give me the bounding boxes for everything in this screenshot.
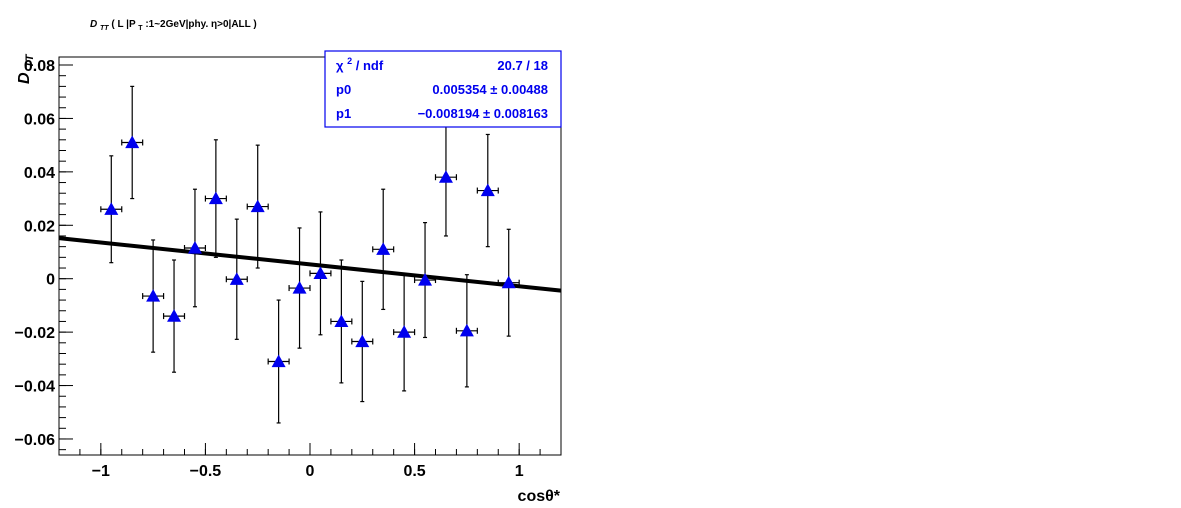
stats-chi-rest: / ndf (356, 58, 384, 73)
y-tick-label: 0.02 (24, 218, 55, 235)
triangle-marker (438, 170, 453, 183)
triangle-marker (459, 323, 474, 337)
data-point (476, 133, 499, 248)
chart-title-text-a-sub: T (138, 25, 143, 32)
data-point (497, 228, 520, 337)
fit-stats-frame (324, 50, 562, 128)
y-tick-label: 0.08 (24, 58, 55, 75)
points-layer (100, 85, 520, 424)
axes: 0.08 0.06 0.04 0.02 0 −0.02 −0.04 −0.06 −1 −0.5 0 0… (15, 58, 541, 480)
data-point (121, 85, 144, 200)
data-point (142, 239, 165, 353)
stats-row-p0-label: p0 (336, 82, 351, 97)
triangle-marker (104, 202, 119, 215)
triangle-marker (125, 135, 140, 149)
triangle-marker (480, 183, 495, 197)
data-point (225, 218, 248, 340)
data-point (100, 155, 123, 264)
y-axis-label-sub: TT (24, 53, 36, 68)
y-tick-label: 0.06 (24, 111, 55, 128)
triangle-marker (229, 272, 244, 285)
triangle-marker (250, 199, 265, 213)
triangle-marker (208, 191, 223, 205)
x-tick-label: 1 (515, 463, 524, 480)
triangle-marker (313, 266, 328, 279)
data-point (246, 144, 269, 269)
triangle-marker (271, 354, 286, 368)
data-point (393, 272, 416, 392)
fit-line (58, 236, 562, 293)
x-tick-label: 0.5 (403, 463, 425, 480)
chart-title-symbol: D (90, 19, 97, 30)
x-tick-label: −1 (92, 463, 110, 480)
stats-row-chi2-value: 20.7 / 18 (497, 58, 548, 73)
triangle-marker (397, 325, 412, 338)
chart-title-symbol-sub: TT (100, 25, 109, 32)
data-point (267, 299, 290, 424)
stats-chi-sup: 2 (347, 56, 352, 66)
data-point (434, 117, 458, 237)
stats-row-p0-value: 0.005354 ± 0.00488 (432, 82, 548, 97)
y-tick-label: 0.04 (24, 165, 55, 182)
triangle-marker (146, 289, 161, 302)
triangle-marker (355, 334, 370, 348)
data-point (204, 139, 227, 258)
chart-title-text-b: :1~2GeV|phy. η>0|ALL ) (145, 19, 256, 30)
data-point (372, 188, 395, 311)
data-point (183, 188, 207, 308)
triangle-marker (501, 275, 516, 289)
data-point (330, 259, 353, 384)
y-axis-label: D TT (16, 53, 36, 84)
data-point (162, 259, 186, 373)
x-axis-label: cosθ* (518, 488, 561, 505)
fit-stats-box: χ 2 / ndf 20.7 / 18 p0 0.005354 ± 0.0048… (324, 50, 562, 128)
y-tick-label: −0.04 (15, 379, 56, 396)
y-axis-label-main: D (16, 72, 33, 84)
triangle-marker (292, 281, 307, 294)
data-point (455, 274, 478, 388)
triangle-marker (376, 242, 391, 255)
data-point (288, 227, 311, 349)
chart-title: D TT ( L |P T :1~2GeV|phy. η>0|ALL ) (90, 19, 257, 33)
y-tick-label: −0.02 (15, 325, 56, 342)
triangle-marker (167, 309, 182, 322)
x-tick-label: −0.5 (190, 463, 222, 480)
y-tick-label: −0.06 (15, 432, 56, 449)
data-point (351, 280, 374, 403)
stats-row-chi2-label: χ 2 / ndf (336, 52, 384, 73)
data-point (309, 211, 332, 336)
stats-chi-symbol: χ (336, 58, 344, 73)
x-tick-label: 0 (306, 463, 315, 480)
stats-row-p1-label: p1 (336, 106, 351, 121)
triangle-marker (187, 240, 202, 254)
triangle-marker (334, 314, 349, 328)
chart-title-text-a: ( L |P (111, 19, 136, 30)
triangle-marker (418, 273, 433, 286)
fit-layer (58, 236, 562, 293)
data-point (413, 222, 437, 339)
y-tick-label: 0 (46, 272, 55, 289)
stats-row-p1-value: −0.008194 ± 0.008163 (418, 106, 548, 121)
